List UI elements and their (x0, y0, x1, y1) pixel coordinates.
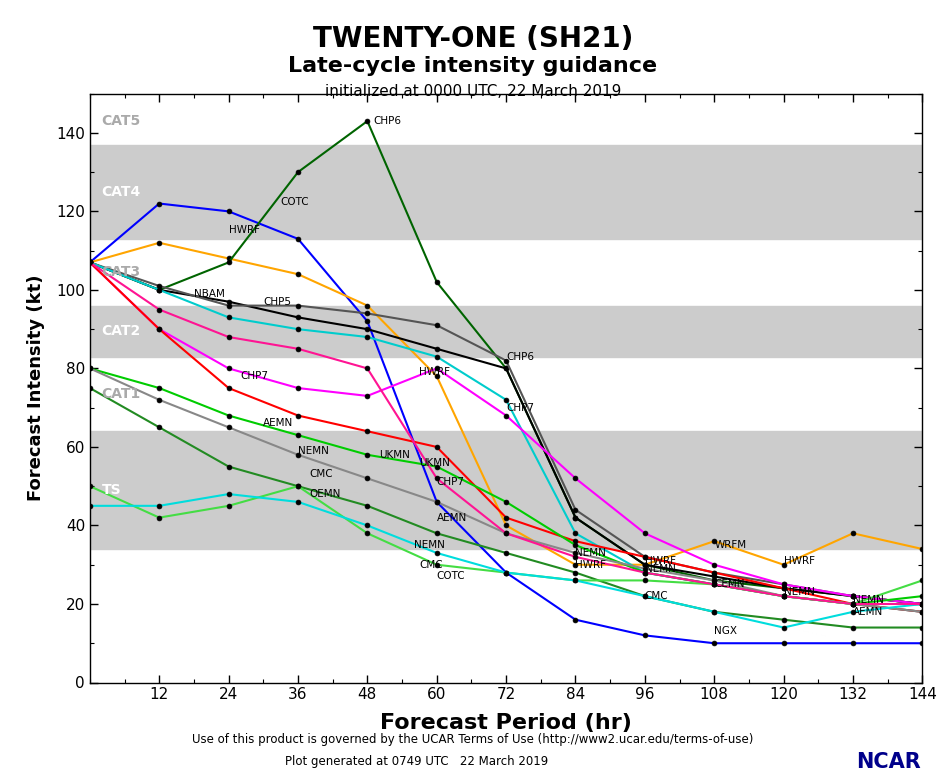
Text: CHP7: CHP7 (506, 402, 534, 413)
Text: TS: TS (101, 483, 121, 497)
Text: Use of this product is governed by the UCAR Terms of Use (http://www2.ucar.edu/t: Use of this product is governed by the U… (192, 733, 754, 746)
Text: NBAM: NBAM (194, 289, 225, 299)
Text: CMC: CMC (309, 470, 333, 480)
Y-axis label: Forecast Intensity (kt): Forecast Intensity (kt) (27, 275, 45, 502)
Text: TWENTY-ONE (SH21): TWENTY-ONE (SH21) (313, 25, 633, 53)
Text: NGX: NGX (714, 626, 737, 636)
Text: NEMN: NEMN (298, 446, 329, 456)
Text: CMC: CMC (645, 591, 669, 601)
Text: COTC: COTC (437, 572, 465, 582)
Text: UKMN: UKMN (419, 458, 450, 468)
Text: OEMN: OEMN (309, 489, 341, 499)
Bar (90, 306, 922, 356)
Text: CAT4: CAT4 (101, 185, 141, 199)
Text: HWRF: HWRF (229, 225, 259, 235)
Text: AEMN: AEMN (437, 512, 467, 523)
Text: CHP6: CHP6 (373, 116, 401, 126)
Text: UKMN: UKMN (379, 450, 410, 459)
Text: HWRF: HWRF (645, 556, 675, 566)
Text: AEMN: AEMN (853, 607, 884, 617)
Text: CHP5: CHP5 (263, 296, 291, 307)
Text: NEMN: NEMN (575, 548, 606, 558)
Text: CHP7: CHP7 (240, 371, 268, 381)
Text: AEMN: AEMN (263, 418, 293, 428)
Text: COTC: COTC (922, 638, 946, 648)
Text: NCAR: NCAR (856, 752, 920, 772)
Text: NEMN: NEMN (413, 540, 445, 550)
Bar (90, 144, 922, 239)
Text: OEMN: OEMN (922, 572, 946, 582)
X-axis label: Forecast Period (hr): Forecast Period (hr) (380, 714, 632, 733)
Text: CAT3: CAT3 (101, 265, 141, 279)
Text: HWRF: HWRF (575, 560, 606, 569)
Text: CAT1: CAT1 (101, 387, 141, 401)
Text: CAT5: CAT5 (101, 114, 141, 128)
Text: COTC: COTC (281, 197, 309, 207)
Text: CEMN: CEMN (714, 580, 745, 590)
Text: CMC: CMC (419, 560, 443, 569)
Text: NEMN: NEMN (645, 564, 675, 573)
Text: initialized at 0000 UTC, 22 March 2019: initialized at 0000 UTC, 22 March 2019 (324, 84, 622, 99)
Text: NEMN: NEMN (853, 595, 884, 605)
Text: HWRF: HWRF (783, 556, 815, 566)
Text: Plot generated at 0749 UTC   22 March 2019: Plot generated at 0749 UTC 22 March 2019 (285, 754, 548, 768)
Text: WRFM: WRFM (714, 540, 746, 550)
Bar (90, 431, 922, 549)
Text: NEMN: NEMN (783, 587, 815, 597)
Text: CHP6: CHP6 (506, 352, 534, 362)
Text: Late-cycle intensity guidance: Late-cycle intensity guidance (289, 56, 657, 76)
Text: HWRF: HWRF (419, 367, 450, 378)
Text: CAT2: CAT2 (101, 324, 141, 338)
Text: CHP7: CHP7 (437, 477, 464, 488)
